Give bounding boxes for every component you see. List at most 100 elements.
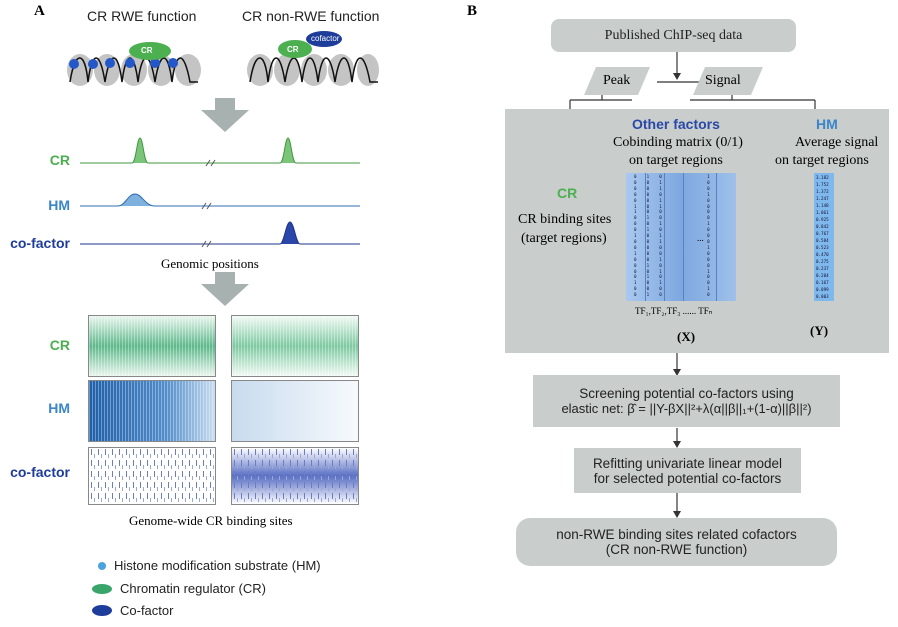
matrix-row: 1 0 0 0 [634, 209, 710, 215]
tf-labels: TF₁,TF₂,TF₃ ...... TFₙ [635, 306, 713, 316]
signal-value: 1.148 [816, 203, 829, 208]
heatmap-cr-nonrwe [231, 315, 359, 377]
track-label-cofactor: co-factor [10, 235, 70, 251]
signal-value: 0.204 [816, 273, 829, 278]
matrix-row: 0 1 0 0 [634, 215, 710, 221]
heatmap-cofactor-rwe [88, 447, 216, 505]
signal-value: 0.925 [816, 217, 829, 222]
signal-value: 1.372 [816, 189, 829, 194]
matrix-row: 0 0 1 0 [634, 238, 710, 244]
legend-item-cofactor: Co-factor [92, 603, 173, 618]
other-factors-title: Other factors [632, 116, 720, 132]
matrix-row: 0 1 0 1 [634, 174, 710, 179]
signal-value: 0.237 [816, 266, 829, 271]
matrix-row: 0 0 1 0 [634, 185, 710, 191]
final-result-box: non-RWE binding sites related cofactors … [516, 518, 837, 566]
heatmap-hm-nonrwe [231, 380, 359, 442]
cr-sites-line2: (target regions) [521, 231, 607, 246]
legend-text: Co-factor [120, 603, 174, 618]
signal-value: 1.061 [816, 210, 829, 215]
signal-value: 0.167 [816, 280, 829, 285]
cobinding-line1: Cobinding matrix (0/1) [613, 135, 743, 150]
matrix-row: 0 0 1 0 [634, 179, 710, 185]
cofactor-icon [92, 605, 112, 616]
signal-value: 1.752 [816, 182, 829, 187]
matrix-row: 0 1 0 0 [634, 274, 710, 280]
matrix-row: 1 0 1 0 [634, 203, 710, 209]
heatmap-cofactor-nonrwe [231, 447, 359, 505]
y-label: (Y) [810, 323, 829, 338]
signal-vector [814, 173, 834, 301]
nonrwe-header: CR non-RWE function [242, 8, 380, 24]
matrix-ellipsis: ... [697, 233, 704, 243]
histone-dot-icon [98, 561, 106, 570]
matrix-row: 0 0 1 0 [634, 197, 710, 203]
peak-label: Peak [603, 73, 631, 88]
flow-connectors [569, 45, 816, 518]
heatmap-label-cr: CR [49, 337, 70, 353]
signal-value: 0.767 [816, 231, 829, 236]
genomic-positions-label: Genomic positions [161, 256, 259, 271]
hm-title: HM [816, 116, 838, 132]
chipseq-data-box: Published ChIP-seq data [551, 19, 796, 52]
matrix-row: 0 0 0 1 [634, 244, 710, 250]
signal-value: 0.470 [816, 252, 829, 257]
legend-text: Chromatin regulator (CR) [120, 581, 266, 596]
signal-value: 0.275 [816, 259, 829, 264]
signal-vector-values: 3.182 1.752 1.372 1.247 1.148 1.061 0.925 0.842… [816, 174, 829, 300]
signal-value: 0.099 [816, 287, 829, 292]
track-label-cr: CR [49, 152, 70, 168]
peak-parallelogram [584, 67, 650, 95]
panel-b-letter: B [467, 3, 478, 19]
cr-badge-right: CR [287, 45, 299, 54]
avg-signal-line2: on target regions [775, 153, 869, 168]
signal-value: 0.003 [816, 294, 829, 299]
legend-item-cr: Chromatin regulator (CR) [92, 581, 266, 596]
heatmap-cr-rwe [88, 315, 216, 377]
signal-label: Signal [705, 73, 741, 88]
legend-text: Histone modification substrate (HM) [114, 558, 321, 573]
refit-line1: Refitting univariate linear model [592, 455, 783, 471]
cr-title: CR [557, 185, 578, 201]
matrix-row: 0 0 1 1 [634, 221, 710, 227]
cofactor-badge: cofactor [311, 34, 340, 43]
screening-box: Screening potential co-factors using ela… [533, 375, 840, 427]
matrix-row: 1 0 1 0 [634, 280, 710, 286]
final-line2: (CR non-RWE function) [605, 542, 748, 557]
matrix-row: 1 0 1 0 [634, 233, 710, 239]
signal-parallelogram [693, 67, 763, 95]
signal-value: 0.523 [816, 245, 829, 250]
matrix-row: 0 0 0 1 [634, 286, 710, 292]
x-label: (X) [677, 329, 696, 344]
nucleosome-illustration [67, 31, 379, 86]
panel-a-letter: A [34, 3, 45, 19]
refit-box: Refitting univariate linear model for se… [574, 448, 801, 493]
heatmap-caption: Genome-wide CR binding sites [129, 513, 293, 528]
legend-item-hm: Histone modification substrate (HM) [98, 558, 321, 573]
heatmap-hm-rwe [88, 380, 216, 442]
matrix-row: 0 1 0 0 [634, 227, 710, 233]
final-line1: non-RWE binding sites related cofactors [556, 527, 797, 542]
rwe-header: CR RWE function [87, 8, 197, 24]
heatmap-label-hm: HM [48, 400, 70, 416]
matrix-row: 0 0 1 0 [634, 256, 710, 262]
down-arrow-icon [201, 98, 249, 132]
screening-line1: Screening potential co-factors using [579, 386, 794, 401]
matrix-row: 0 0 1 1 [634, 268, 710, 274]
matrix-row: 1 0 0 0 [634, 250, 710, 256]
track-label-hm: HM [48, 197, 70, 213]
signal-value: 0.584 [816, 238, 829, 243]
down-arrow-icon [201, 272, 249, 306]
matrix-row: 0 1 0 0 [634, 262, 710, 268]
signal-value: 3.182 [816, 175, 829, 180]
signal-value: 0.842 [816, 224, 829, 229]
chipseq-data-label: Published ChIP-seq data [604, 27, 743, 43]
matrix-row: 0 1 0 0 [634, 292, 710, 298]
screening-line2: elastic net: β̂ = ||Y-βX||²+λ(α||β||₁+(1… [561, 401, 812, 416]
signal-value: 1.247 [816, 196, 829, 201]
chromatin-regulator-icon [92, 583, 112, 594]
matrix-row: 0 0 0 1 [634, 191, 710, 197]
cr-badge: CR [141, 46, 153, 55]
heatmap-label-cofactor: co-factor [10, 464, 70, 480]
